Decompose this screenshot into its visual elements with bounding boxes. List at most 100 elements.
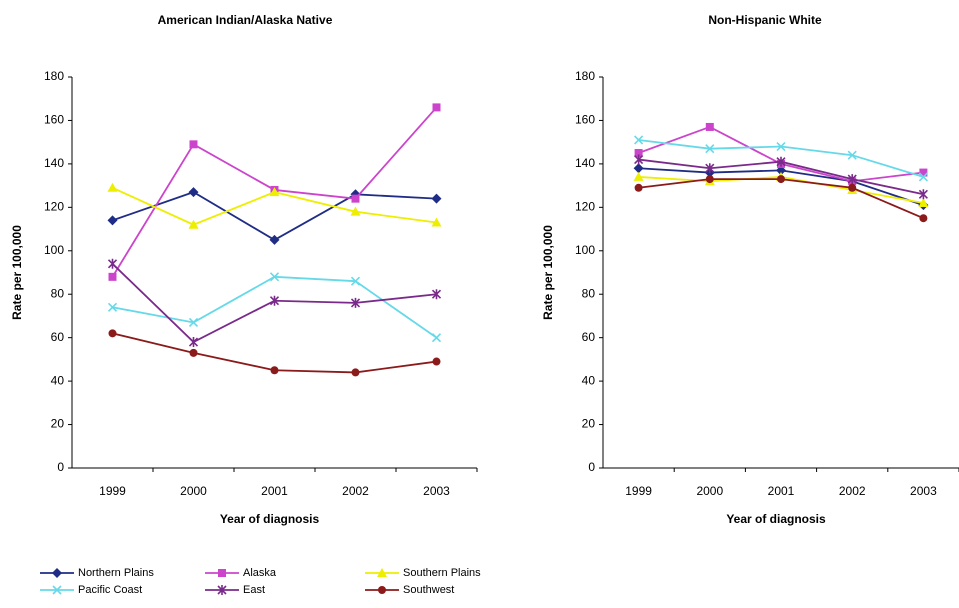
y-tick-label: 20 — [51, 417, 65, 431]
marker — [217, 585, 227, 595]
y-tick-label: 80 — [582, 286, 596, 300]
marker — [431, 333, 442, 343]
legend-label: Southwest — [403, 584, 454, 596]
marker — [776, 156, 786, 167]
chart-title: American Indian/Alaska Native — [158, 13, 333, 27]
legend-label: Alaska — [243, 567, 277, 579]
marker — [270, 366, 279, 375]
marker — [350, 297, 361, 308]
marker — [52, 585, 62, 595]
marker — [188, 337, 199, 348]
x-tick-label: 2000 — [696, 484, 723, 498]
x-axis-title: Year of diagnosis — [220, 512, 320, 526]
chart-title: Non-Hispanic White — [708, 13, 822, 27]
marker — [918, 197, 929, 207]
y-tick-label: 120 — [575, 200, 595, 214]
x-axis-title: Year of diagnosis — [726, 512, 826, 526]
marker — [52, 568, 62, 578]
marker — [432, 357, 441, 366]
marker — [776, 165, 786, 176]
marker — [188, 187, 199, 198]
legend-label: Pacific Coast — [78, 584, 142, 596]
marker — [432, 103, 441, 112]
marker — [108, 272, 117, 281]
marker — [189, 140, 198, 149]
x-tick-label: 2001 — [768, 484, 795, 498]
marker — [378, 586, 386, 594]
x-tick-label: 2003 — [910, 484, 937, 498]
marker — [705, 163, 715, 174]
y-tick-label: 60 — [51, 330, 65, 344]
y-tick-label: 0 — [57, 460, 64, 474]
y-tick-label: 120 — [44, 200, 64, 214]
marker — [269, 187, 280, 197]
y-tick-label: 0 — [588, 460, 595, 474]
marker — [633, 171, 644, 181]
marker — [919, 168, 928, 177]
y-tick-label: 180 — [44, 69, 64, 83]
marker — [705, 144, 715, 154]
marker — [107, 302, 118, 312]
marker — [634, 135, 644, 145]
marker — [847, 174, 857, 185]
y-tick-label: 160 — [44, 113, 64, 127]
x-tick-label: 2000 — [180, 484, 207, 498]
y-axis-title: Rate per 100,000 — [10, 225, 24, 320]
legend-label: Southern Plains — [403, 567, 481, 579]
y-tick-label: 100 — [575, 243, 595, 257]
marker — [350, 276, 361, 286]
marker — [776, 141, 786, 152]
marker — [634, 183, 643, 192]
marker — [269, 234, 280, 245]
marker — [634, 154, 644, 165]
x-tick-label: 2002 — [342, 484, 369, 498]
x-tick-label: 2001 — [261, 484, 288, 498]
marker — [705, 122, 714, 131]
marker — [188, 317, 199, 328]
marker — [377, 568, 387, 577]
marker — [431, 289, 442, 300]
marker — [431, 217, 442, 227]
legend-label: East — [243, 584, 265, 596]
y-tick-label: 60 — [582, 330, 596, 344]
marker — [918, 172, 928, 182]
series-line — [112, 275, 438, 339]
y-tick-label: 40 — [582, 373, 596, 387]
y-tick-label: 160 — [575, 113, 595, 127]
x-tick-label: 1999 — [99, 484, 126, 498]
marker — [350, 206, 361, 216]
x-tick-label: 2002 — [839, 484, 866, 498]
marker — [351, 194, 360, 203]
y-tick-label: 40 — [51, 373, 65, 387]
marker — [107, 215, 118, 226]
marker — [189, 348, 198, 357]
y-tick-label: 20 — [582, 417, 596, 431]
marker — [705, 175, 714, 184]
marker — [351, 368, 360, 377]
marker — [269, 295, 280, 306]
x-tick-label: 1999 — [625, 484, 652, 498]
legend-label: Northern Plains — [78, 567, 154, 579]
marker — [633, 163, 644, 174]
y-tick-label: 100 — [44, 243, 64, 257]
marker — [108, 329, 117, 338]
y-tick-label: 140 — [575, 156, 595, 170]
marker — [919, 214, 928, 223]
y-axis-title: Rate per 100,000 — [541, 225, 555, 320]
marker — [107, 182, 118, 192]
marker — [918, 189, 928, 200]
marker — [847, 150, 857, 160]
marker — [634, 149, 643, 158]
y-tick-label: 180 — [575, 69, 595, 83]
marker — [107, 258, 118, 269]
marker — [218, 569, 226, 577]
marker — [431, 193, 442, 204]
x-tick-label: 2003 — [423, 484, 450, 498]
y-tick-label: 140 — [44, 156, 64, 170]
marker — [269, 272, 280, 282]
marker — [188, 219, 199, 229]
marker — [848, 183, 857, 192]
marker — [777, 175, 785, 184]
y-tick-label: 80 — [51, 286, 65, 300]
